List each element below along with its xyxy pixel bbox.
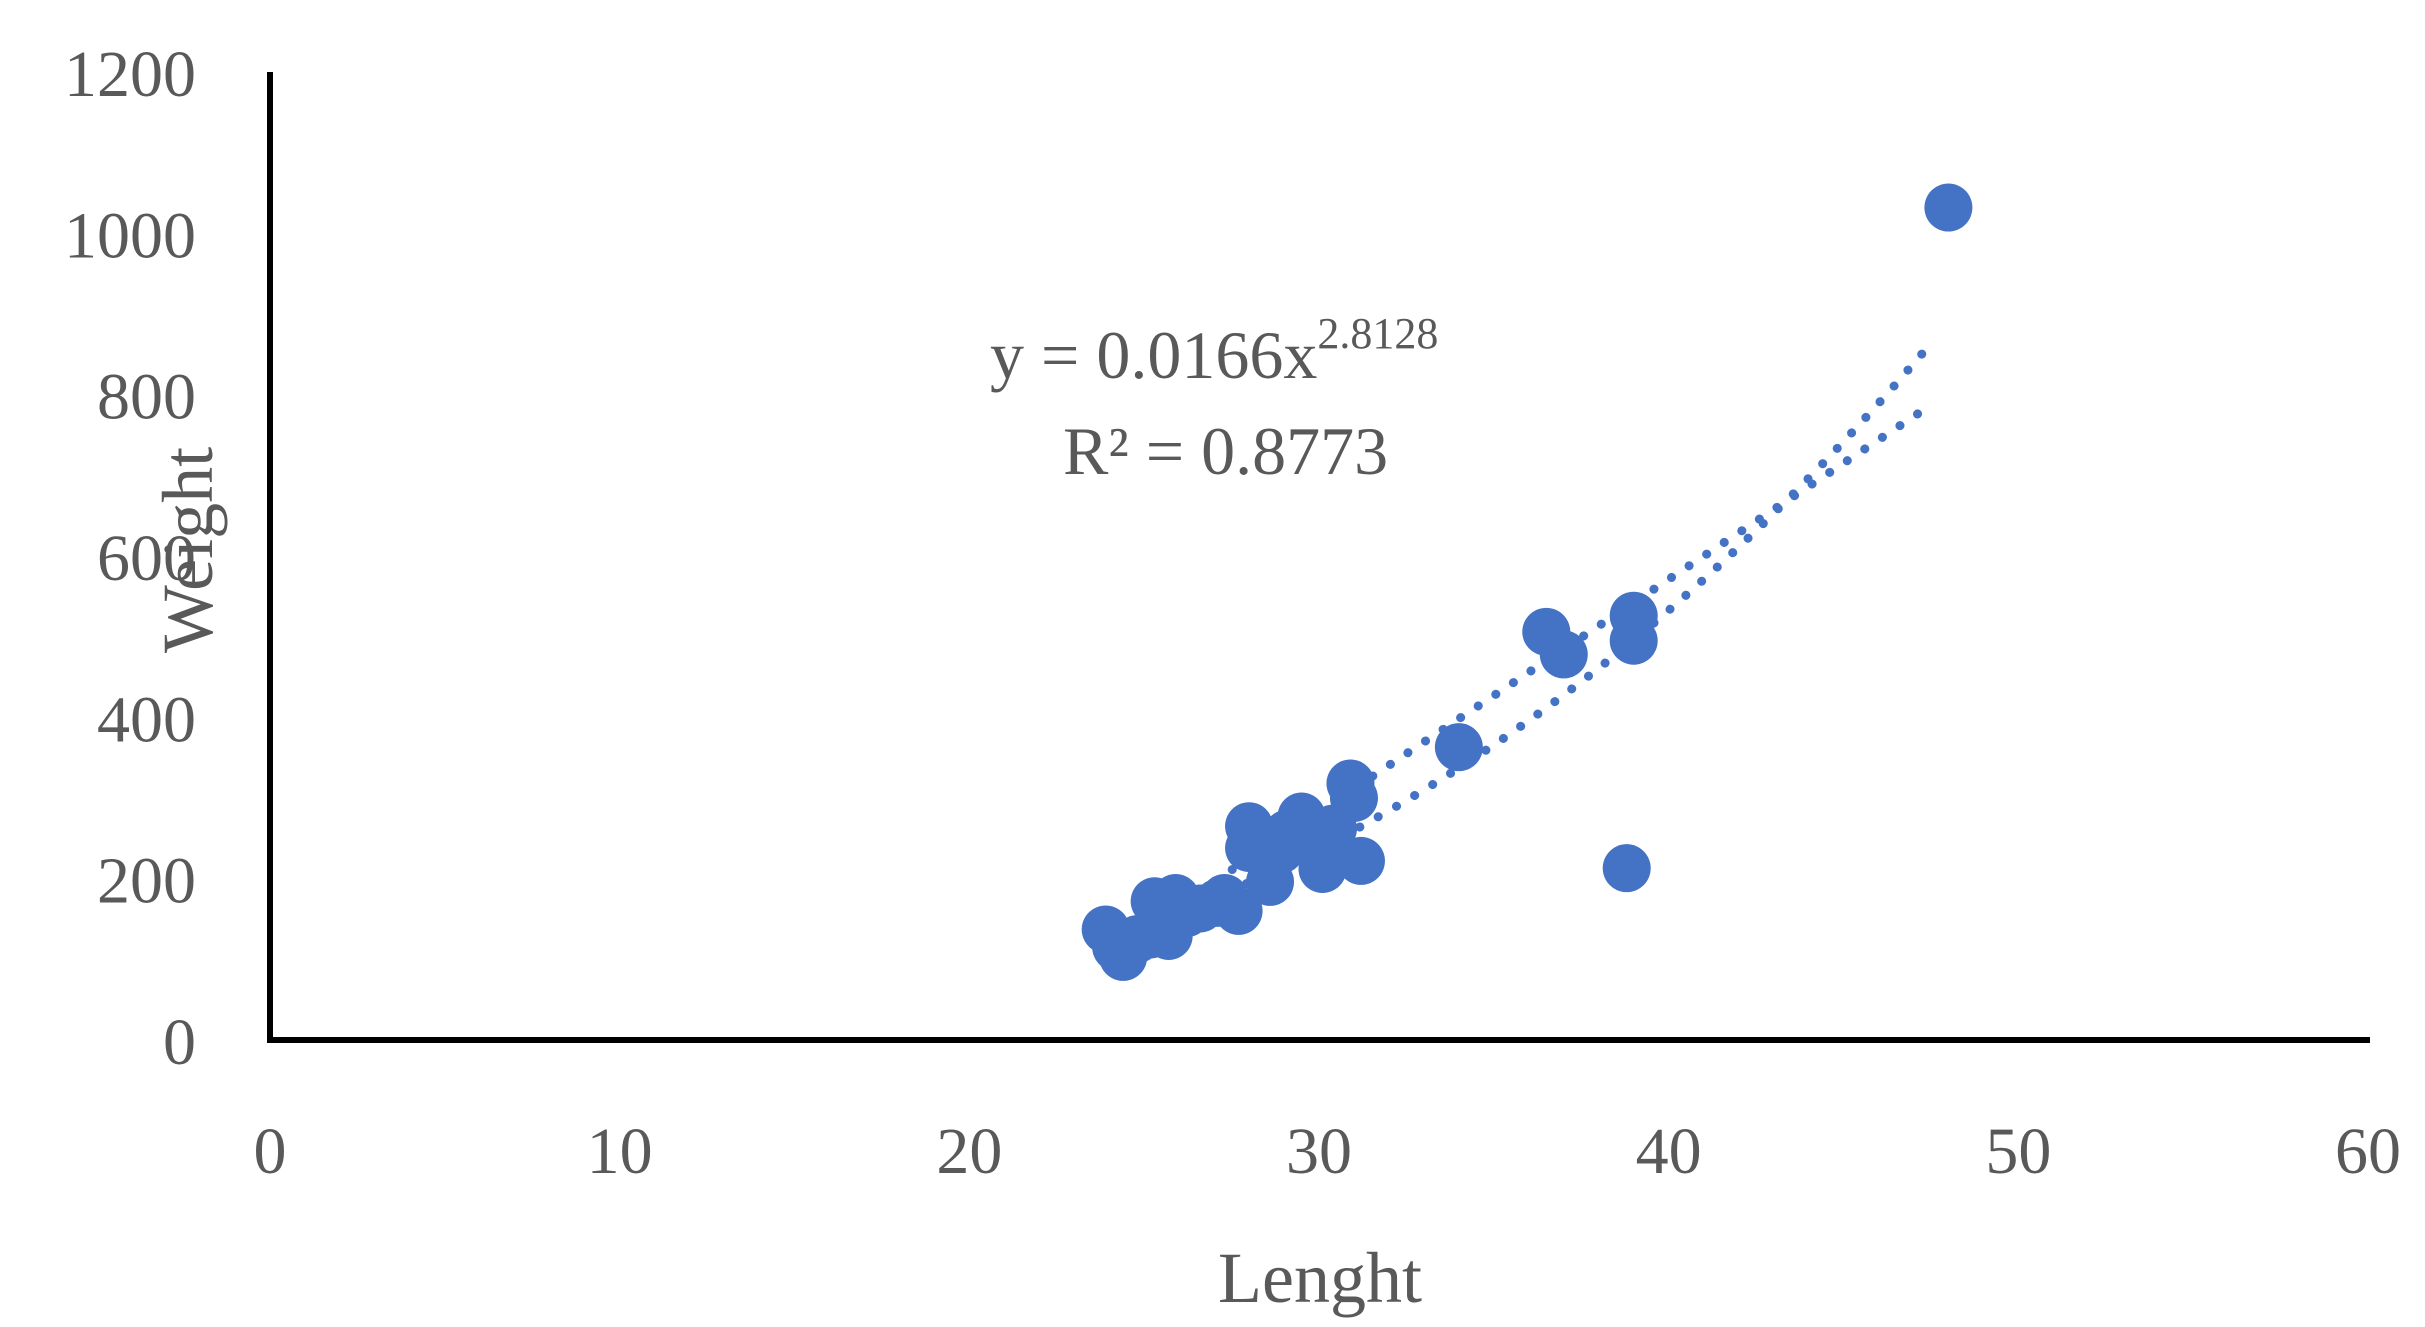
data-point bbox=[1214, 886, 1263, 935]
data-points bbox=[1081, 183, 1973, 981]
x-tick-label: 10 bbox=[587, 1115, 653, 1188]
x-tick-label: 40 bbox=[1636, 1115, 1702, 1188]
y-tick-label: 400 bbox=[97, 683, 196, 756]
equation-main: y = 0.0166x bbox=[990, 317, 1317, 393]
x-tick-labels: 0 10 20 30 40 50 60 bbox=[254, 1115, 2402, 1188]
equation-exponent: 2.8128 bbox=[1317, 309, 1438, 358]
y-tick-label: 600 bbox=[97, 522, 196, 595]
x-tick-label: 20 bbox=[936, 1115, 1002, 1188]
r-squared-label: R² = 0.8773 bbox=[1063, 413, 1388, 489]
y-tick-labels: 0 200 400 600 800 1000 1200 bbox=[64, 38, 196, 1079]
data-point bbox=[1539, 630, 1588, 679]
data-point bbox=[1336, 836, 1385, 885]
x-tick-label: 0 bbox=[254, 1115, 287, 1188]
y-tick-label: 800 bbox=[97, 361, 196, 434]
y-tick-label: 1000 bbox=[64, 199, 196, 272]
data-point bbox=[1609, 616, 1658, 665]
trendline-equation: y = 0.0166x2.8128 bbox=[990, 309, 1438, 393]
data-point bbox=[1298, 844, 1347, 893]
x-tick-label: 30 bbox=[1286, 1115, 1352, 1188]
y-tick-label: 1200 bbox=[64, 38, 196, 111]
data-point bbox=[1434, 723, 1483, 772]
y-axis-title: Weight bbox=[148, 447, 228, 653]
data-point bbox=[1602, 844, 1651, 893]
y-tick-label: 200 bbox=[97, 845, 196, 918]
x-axis-title: Lenght bbox=[1218, 1238, 1422, 1318]
data-point bbox=[1924, 183, 1973, 232]
data-point bbox=[1329, 774, 1378, 822]
x-tick-label: 60 bbox=[2335, 1115, 2401, 1188]
y-tick-label: 0 bbox=[163, 1006, 196, 1079]
x-tick-label: 50 bbox=[1985, 1115, 2051, 1188]
